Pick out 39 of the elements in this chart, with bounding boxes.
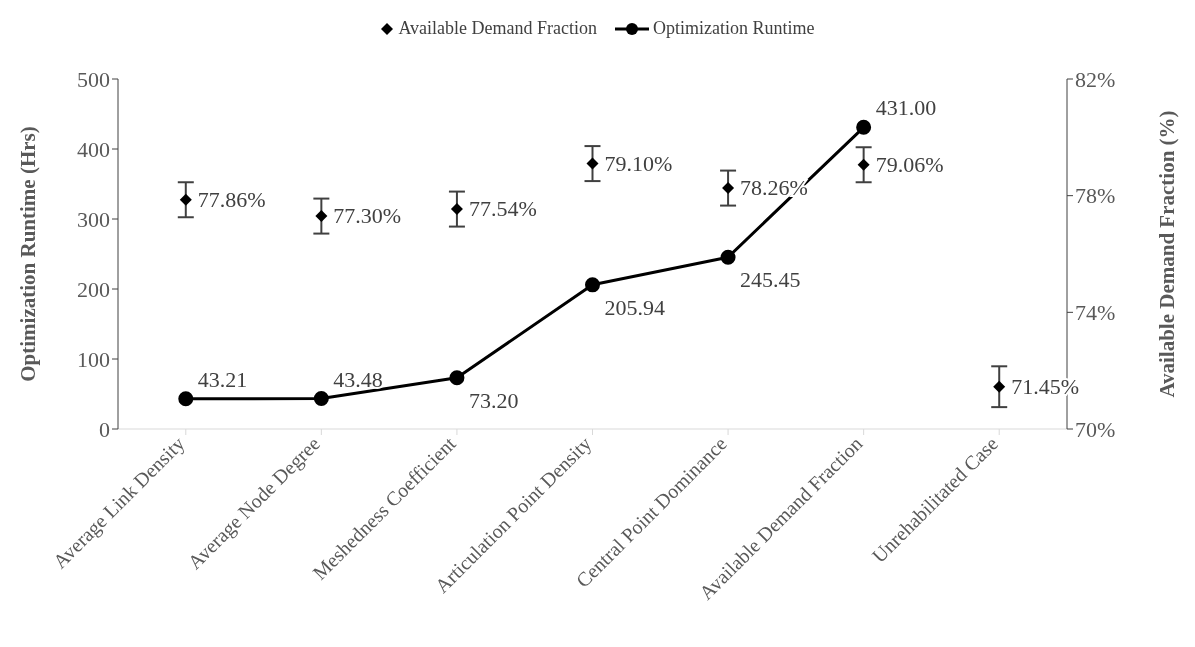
data-label: 77.30% <box>333 203 402 229</box>
data-label: 79.06% <box>875 151 944 177</box>
y-tick-label: 400 <box>77 136 110 162</box>
point <box>720 249 736 265</box>
data-label: 245.45 <box>740 267 801 293</box>
point <box>993 380 1006 393</box>
point <box>857 158 870 171</box>
point <box>313 391 329 407</box>
point <box>586 157 599 170</box>
legend-label: Optimization Runtime <box>652 18 815 39</box>
data-label: 431.00 <box>875 95 937 121</box>
y2-tick-label: 74% <box>1075 300 1116 326</box>
data-label: 79.10% <box>604 150 673 176</box>
point <box>178 391 194 407</box>
y-tick-label: 100 <box>77 346 110 372</box>
legend-label: Available Demand Fraction <box>397 18 598 39</box>
point <box>856 119 872 135</box>
data-label: 77.86% <box>197 186 266 212</box>
point <box>315 210 328 223</box>
y-tick-label: 500 <box>77 66 110 92</box>
data-label: 73.20 <box>468 387 519 413</box>
y2-tick-label: 70% <box>1075 416 1116 442</box>
point <box>449 370 465 386</box>
data-label: 71.45% <box>1011 373 1080 399</box>
y2-axis-title: Available Demand Fraction (%) <box>1155 110 1180 398</box>
y-tick-label: 200 <box>77 276 110 302</box>
point <box>450 203 463 216</box>
data-label: 43.48 <box>333 366 383 392</box>
point <box>722 182 735 195</box>
data-label: 77.54% <box>468 196 537 222</box>
y-axis-title: Optimization Runtime (Hrs) <box>16 126 41 382</box>
point <box>585 277 600 293</box>
y2-tick-label: 78% <box>1075 183 1116 209</box>
y-tick-label: 300 <box>77 206 110 232</box>
point <box>179 193 192 206</box>
y-tick-label: 0 <box>99 416 110 442</box>
data-label: 43.21 <box>197 366 248 392</box>
data-label: 205.94 <box>604 294 665 320</box>
y2-tick-label: 82% <box>1075 66 1116 92</box>
